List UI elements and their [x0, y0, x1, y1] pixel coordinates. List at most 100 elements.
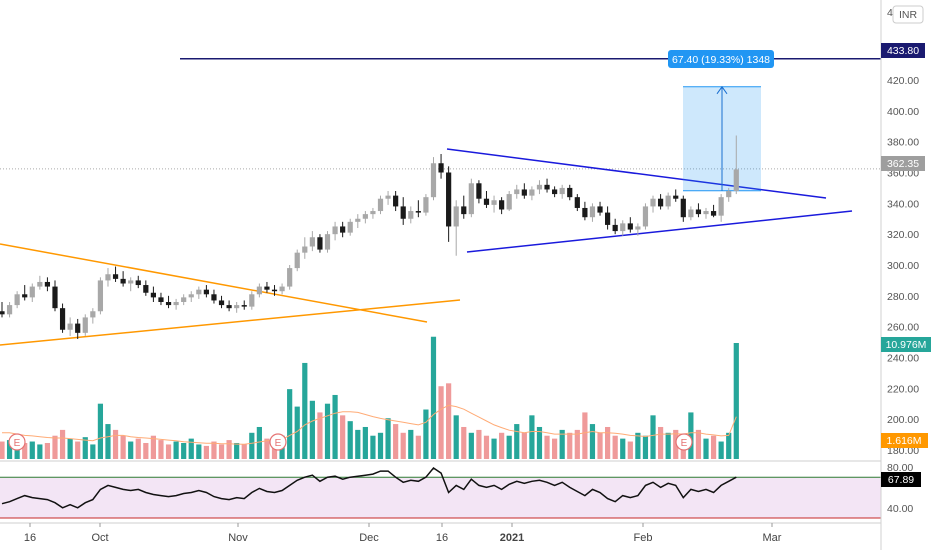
volume-bar-97 — [733, 343, 739, 459]
volume-bar-19 — [143, 442, 149, 459]
volume-bar-0 — [0, 441, 5, 459]
volume-bar-79 — [597, 432, 603, 459]
rsi-label: 67.89 — [881, 472, 921, 487]
volume-bar-12 — [90, 444, 96, 459]
volume-bar-93 — [703, 438, 709, 459]
volume-bar-69 — [521, 432, 527, 459]
x-tick-0: 16 — [24, 532, 36, 544]
candle-body-74 — [559, 187, 565, 195]
candles — [0, 135, 739, 339]
volume-bar-10 — [75, 441, 81, 459]
price-tick-2: 400.00 — [887, 106, 919, 118]
candle-body-0 — [0, 311, 5, 315]
earnings-marker-label-0: E — [14, 438, 21, 449]
volume-bar-13 — [97, 403, 104, 459]
volume-bar-68 — [514, 424, 520, 459]
volume-bar-88 — [665, 432, 671, 459]
candle-body-34 — [256, 286, 262, 295]
volume-bar-84 — [635, 432, 641, 459]
axis-labels: 440.00420.00400.00380.00360.00340.00320.… — [24, 7, 919, 544]
candle-body-16 — [120, 278, 126, 284]
currency-badge[interactable] — [892, 5, 924, 24]
candle-body-91 — [688, 209, 694, 218]
orange-trendline-lower — [0, 299, 461, 346]
candle-body-62 — [468, 183, 474, 215]
volume-bar-18 — [135, 438, 141, 459]
candle-body-94 — [710, 211, 717, 216]
candle-body-87 — [657, 198, 664, 207]
volume-bar-73 — [552, 438, 558, 459]
volume-bar-71 — [536, 426, 543, 459]
candle-body-44 — [332, 226, 338, 235]
candle-body-53 — [400, 206, 406, 219]
volume-bar-65 — [491, 438, 497, 459]
candle-body-32 — [241, 305, 247, 307]
volume-bar-3 — [22, 442, 28, 459]
candle-body-96 — [726, 191, 732, 198]
volume-ma-label-bg — [881, 433, 928, 448]
candle-body-83 — [627, 223, 633, 230]
price-tick-5: 340.00 — [887, 198, 919, 210]
candle-body-79 — [597, 206, 603, 213]
candle-body-9 — [67, 323, 73, 330]
volume-bar-9 — [67, 438, 73, 459]
volume-bar-41 — [309, 400, 315, 459]
candle-body-4 — [29, 286, 35, 298]
x-tick-1: Oct — [91, 532, 108, 544]
candle-body-95 — [718, 197, 724, 216]
volume-bar-85 — [642, 435, 649, 459]
candle-body-90 — [680, 198, 686, 218]
candle-body-77 — [582, 207, 588, 218]
candle-body-61 — [461, 206, 467, 215]
x-tick-5: 2021 — [500, 532, 524, 544]
candle-body-11 — [82, 317, 88, 333]
rsi-path — [1, 466, 737, 509]
volume-bar-45 — [340, 415, 346, 459]
price-tick-1: 420.00 — [887, 75, 919, 87]
volume-bar-28 — [211, 441, 217, 459]
volume-bar-61 — [461, 426, 467, 459]
candle-body-21 — [158, 297, 164, 302]
volume-bar-67 — [506, 435, 512, 459]
candle-body-22 — [165, 302, 172, 306]
volume-bar-17 — [128, 441, 134, 459]
candle-body-13 — [97, 280, 104, 312]
candle-body-28 — [211, 294, 217, 301]
volume-bar-5 — [37, 444, 43, 459]
x-tick-6: Feb — [634, 532, 653, 544]
candle-body-41 — [309, 237, 315, 247]
candle-body-24 — [181, 297, 187, 302]
volume-bar-48 — [362, 426, 368, 459]
resistance-label: 433.80 — [881, 43, 925, 58]
candle-body-57 — [430, 163, 437, 198]
volume-bar-70 — [529, 415, 535, 459]
earnings-marker-1 — [269, 433, 287, 451]
volume-bar-29 — [218, 444, 225, 459]
x-tick-4: 16 — [436, 532, 448, 544]
orange-trendline-upper — [0, 243, 428, 323]
candle-body-59 — [446, 172, 452, 227]
candle-body-40 — [302, 246, 308, 253]
price-tick-10: 240.00 — [887, 353, 919, 365]
volume-bar-31 — [234, 442, 240, 459]
candle-body-31 — [234, 305, 240, 309]
candle-body-56 — [423, 197, 429, 213]
candle-body-8 — [59, 308, 66, 330]
rsi-label-bg — [881, 472, 921, 487]
volume-label-text: 10.976M — [886, 339, 927, 351]
earnings-marker-label-2: E — [681, 438, 688, 449]
earnings-marker-2 — [675, 433, 693, 451]
volume-bar-8 — [59, 429, 66, 459]
candle-body-17 — [128, 280, 134, 284]
candle-body-12 — [90, 311, 96, 318]
drawings — [0, 57, 881, 346]
candle-body-14 — [105, 274, 111, 281]
candle-body-73 — [552, 189, 558, 195]
candle-body-71 — [536, 184, 543, 190]
volume-bar-57 — [430, 336, 437, 459]
candle-body-66 — [499, 200, 505, 210]
candle-body-27 — [203, 289, 209, 295]
volume-bar-52 — [393, 424, 399, 459]
